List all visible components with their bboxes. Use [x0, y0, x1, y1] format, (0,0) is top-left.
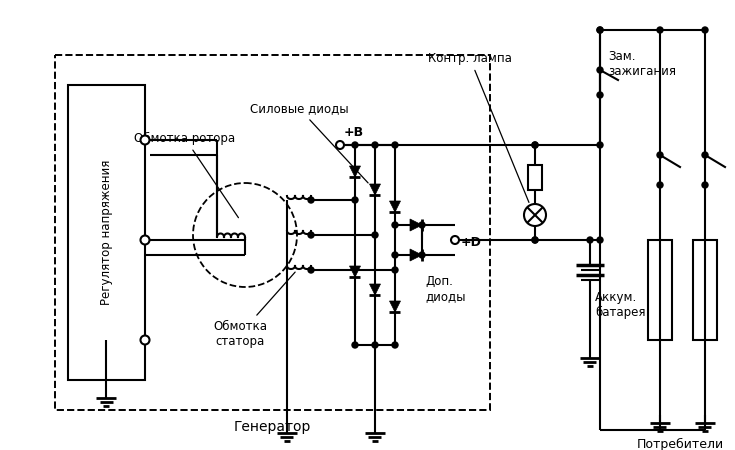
- Circle shape: [372, 342, 378, 348]
- Polygon shape: [410, 249, 422, 261]
- Bar: [68, 85, 145, 380]
- Circle shape: [308, 232, 314, 238]
- Circle shape: [597, 92, 603, 98]
- Text: Генератор: Генератор: [234, 420, 311, 434]
- Circle shape: [587, 237, 593, 243]
- Circle shape: [372, 232, 378, 238]
- Text: Контр. лампа: Контр. лампа: [428, 52, 529, 202]
- Circle shape: [352, 142, 358, 148]
- Text: Регулятор напряжения: Регулятор напряжения: [100, 160, 113, 305]
- Circle shape: [352, 197, 358, 203]
- Circle shape: [308, 267, 314, 273]
- Polygon shape: [370, 284, 381, 295]
- Bar: [648, 240, 672, 340]
- Circle shape: [597, 67, 603, 73]
- Polygon shape: [410, 219, 422, 231]
- Circle shape: [524, 204, 546, 226]
- Circle shape: [597, 237, 603, 243]
- Text: Обмотка ротора: Обмотка ротора: [135, 132, 238, 218]
- Circle shape: [308, 197, 314, 203]
- Circle shape: [419, 222, 425, 228]
- Circle shape: [451, 236, 459, 244]
- Circle shape: [597, 142, 603, 148]
- Polygon shape: [350, 166, 360, 177]
- Circle shape: [392, 252, 398, 258]
- Text: Обмотка
статора: Обмотка статора: [213, 272, 295, 348]
- Polygon shape: [390, 301, 401, 312]
- Circle shape: [336, 141, 344, 149]
- Circle shape: [702, 182, 708, 188]
- Circle shape: [392, 267, 398, 273]
- Circle shape: [597, 27, 603, 33]
- Circle shape: [702, 152, 708, 158]
- Circle shape: [657, 152, 663, 158]
- Text: +D: +D: [461, 235, 482, 248]
- Circle shape: [352, 342, 358, 348]
- Circle shape: [532, 237, 538, 243]
- Text: Потребители: Потребители: [637, 438, 723, 450]
- Bar: [528, 165, 542, 190]
- Bar: [55, 55, 490, 410]
- Text: Аккум.
батарея: Аккум. батарея: [595, 291, 645, 319]
- Circle shape: [702, 27, 708, 33]
- Circle shape: [597, 27, 603, 33]
- Circle shape: [140, 336, 149, 345]
- Circle shape: [532, 237, 538, 243]
- Circle shape: [532, 142, 538, 148]
- Text: Силовые диоды: Силовые диоды: [250, 102, 368, 183]
- Text: Доп.
диоды: Доп. диоды: [425, 275, 465, 303]
- Circle shape: [657, 27, 663, 33]
- Polygon shape: [370, 184, 381, 195]
- Circle shape: [392, 342, 398, 348]
- Circle shape: [392, 222, 398, 228]
- Circle shape: [657, 182, 663, 188]
- Polygon shape: [390, 201, 401, 212]
- Circle shape: [140, 135, 149, 144]
- Circle shape: [419, 252, 425, 258]
- Circle shape: [532, 142, 538, 148]
- Polygon shape: [350, 266, 360, 277]
- Text: Зам.
зажигания: Зам. зажигания: [608, 50, 676, 78]
- Circle shape: [372, 142, 378, 148]
- Text: +В: +В: [344, 126, 364, 139]
- Bar: [693, 240, 717, 340]
- Circle shape: [392, 142, 398, 148]
- Circle shape: [140, 235, 149, 244]
